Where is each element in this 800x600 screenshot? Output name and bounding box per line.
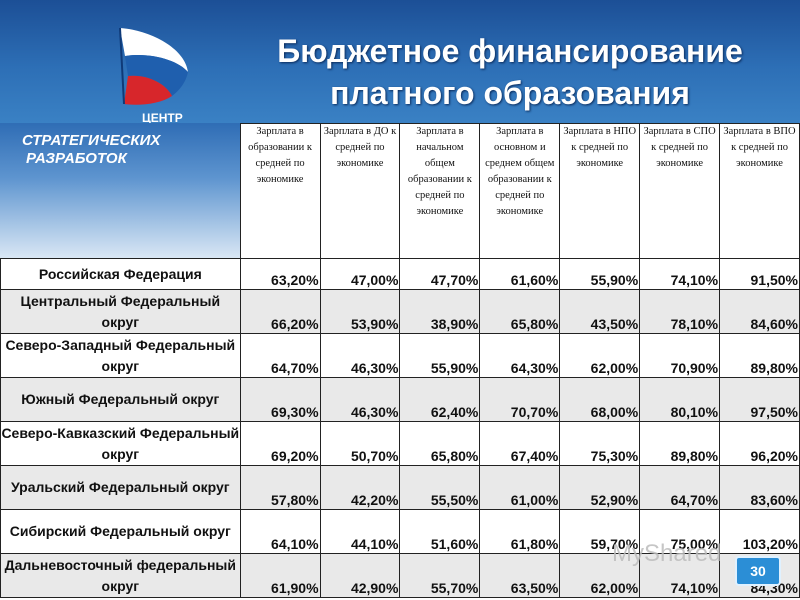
cell-value: 61,60% [479, 258, 561, 290]
cell-value: 62,40% [399, 377, 481, 422]
table-row: Северо-Кавказский Федеральный округ 69,2… [0, 421, 800, 466]
cell-value: 51,60% [399, 509, 481, 554]
cell-value: 42,20% [319, 465, 401, 510]
cell-value: 64,70% [639, 465, 721, 510]
table-row: Российская Федерация 63,20% 47,00% 47,70… [0, 258, 800, 290]
cell-value: 97,50% [719, 377, 800, 422]
cell-value: 75,00% [639, 509, 721, 554]
cell-value: 78,10% [639, 289, 721, 334]
cell-value: 64,30% [479, 333, 561, 378]
cell-value: 43,50% [559, 289, 641, 334]
cell-value: 55,50% [399, 465, 481, 510]
table-row: Сибирский Федеральный округ 64,10% 44,10… [0, 509, 800, 554]
cell-value: 44,10% [319, 509, 401, 554]
region-name: Северо-Кавказский Федеральный округ [0, 421, 241, 466]
page-number-badge: 30 [735, 556, 781, 586]
cell-value: 55,90% [559, 258, 641, 290]
title-line-2: платного образования [330, 75, 690, 111]
cell-value: 89,80% [719, 333, 800, 378]
cell-value: 64,10% [239, 509, 321, 554]
cell-value: 57,80% [239, 465, 321, 510]
cell-value: 63,20% [239, 258, 321, 290]
column-header: Зарплата в начальном общем образовании к… [399, 123, 481, 259]
cell-value: 61,80% [479, 509, 561, 554]
cell-value: 61,00% [479, 465, 561, 510]
cell-value: 50,70% [319, 421, 401, 466]
column-header: Зарплата в образовании к средней по экон… [239, 123, 321, 259]
cell-value: 66,20% [239, 289, 321, 334]
table-row: Дальневосточный федеральный округ 61,90%… [0, 553, 800, 598]
cell-value: 46,30% [319, 333, 401, 378]
title-line-1: Бюджетное финансирование [277, 33, 743, 69]
region-name: Российская Федерация [0, 258, 241, 290]
cell-value: 70,70% [479, 377, 561, 422]
cell-value: 70,90% [639, 333, 721, 378]
cell-value: 38,90% [399, 289, 481, 334]
region-name: Сибирский Федеральный округ [0, 509, 241, 554]
cell-value: 91,50% [719, 258, 800, 290]
cell-value: 63,50% [479, 553, 561, 598]
cell-value: 69,20% [239, 421, 321, 466]
header-row: Зарплата в образовании к средней по экон… [0, 123, 800, 259]
salary-table: Зарплата в образовании к средней по экон… [0, 123, 800, 598]
cell-value: 69,30% [239, 377, 321, 422]
header-blank [0, 123, 241, 259]
table-row: Уральский Федеральный округ 57,80% 42,20… [0, 465, 800, 510]
cell-value: 74,10% [639, 553, 721, 598]
region-name: Южный Федеральный округ [0, 377, 241, 422]
cell-value: 64,70% [239, 333, 321, 378]
region-name: Дальневосточный федеральный округ [0, 553, 241, 598]
cell-value: 55,70% [399, 553, 481, 598]
cell-value: 61,90% [239, 553, 321, 598]
cell-value: 65,80% [399, 421, 481, 466]
column-header: Зарплата в СПО к средней по экономике [639, 123, 721, 259]
table-row: Центральный Федеральный округ 66,20% 53,… [0, 289, 800, 334]
cell-value: 59,70% [559, 509, 641, 554]
logo: ЦЕНТР [0, 0, 240, 125]
cell-value: 89,80% [639, 421, 721, 466]
column-header: Зарплата в ВПО к средней по экономике [719, 123, 800, 259]
cell-value: 80,10% [639, 377, 721, 422]
cell-value: 74,10% [639, 258, 721, 290]
cell-value: 52,90% [559, 465, 641, 510]
region-name: Центральный Федеральный округ [0, 289, 241, 334]
cell-value: 68,00% [559, 377, 641, 422]
region-name: Уральский Федеральный округ [0, 465, 241, 510]
column-header: Зарплата в ДО к средней по экономике [319, 123, 401, 259]
svg-text:ЦЕНТР: ЦЕНТР [142, 111, 183, 123]
cell-value: 62,00% [559, 333, 641, 378]
page-title: Бюджетное финансирование платного образо… [230, 30, 790, 114]
cell-value: 65,80% [479, 289, 561, 334]
column-header: Зарплата в основном и среднем общем обра… [479, 123, 561, 259]
table-row: Северо-Западный Федеральный округ 64,70%… [0, 333, 800, 378]
cell-value: 42,90% [319, 553, 401, 598]
column-header: Зарплата в НПО к средней по экономике [559, 123, 641, 259]
cell-value: 96,20% [719, 421, 800, 466]
region-name: Северо-Западный Федеральный округ [0, 333, 241, 378]
table-row: Южный Федеральный округ 69,30% 46,30% 62… [0, 377, 800, 422]
cell-value: 53,90% [319, 289, 401, 334]
cell-value: 103,20% [719, 509, 800, 554]
cell-value: 47,00% [319, 258, 401, 290]
watermark: MyShared [612, 540, 722, 567]
cell-value: 47,70% [399, 258, 481, 290]
cell-value: 83,60% [719, 465, 800, 510]
cell-value: 75,30% [559, 421, 641, 466]
cell-value: 84,60% [719, 289, 800, 334]
cell-value: 55,90% [399, 333, 481, 378]
cell-value: 67,40% [479, 421, 561, 466]
cell-value: 46,30% [319, 377, 401, 422]
